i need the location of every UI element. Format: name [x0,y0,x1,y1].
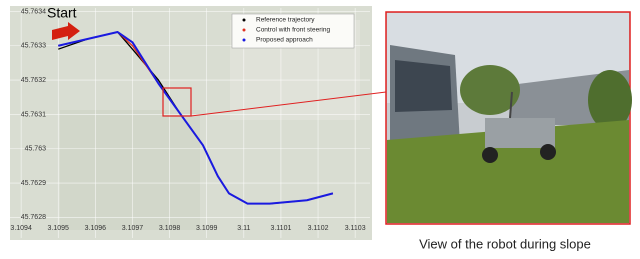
x-tick-label: 3.1102 [308,225,329,232]
x-tick-label: 3.11 [237,225,250,232]
y-tick-label: 45.763 [25,146,47,153]
y-tick-label: 45.7633 [21,43,46,50]
y-tick-label: 45.7632 [21,77,46,84]
legend-label: Reference trajectory [256,17,315,24]
y-tick-label: 45.7628 [21,214,46,221]
y-tick-label: 45.7634 [21,8,46,15]
legend-marker [243,29,246,32]
wheel [540,144,556,160]
y-tick-label: 45.7629 [21,180,46,187]
legend-label: Proposed approach [256,37,313,44]
map-block [60,110,200,230]
legend-marker [243,19,246,22]
x-tick-label: 3.1094 [10,225,32,232]
x-tick-label: 3.1101 [270,225,291,232]
figure: 45.7628 45.7629 45.763 45.7631 45.7632 45.763… [0,0,640,259]
legend: Reference trajectory Control with front s… [232,14,354,48]
y-tick-label: 45.7631 [21,111,46,118]
legend-marker [243,39,246,42]
robot [485,118,555,148]
x-tick-label: 3.1096 [85,225,107,232]
caption: View of the robot during slope [419,236,591,251]
x-tick-label: 3.1095 [48,225,70,232]
legend-label: Control with front steering [256,27,330,34]
x-tick-label: 3.1097 [122,225,144,232]
x-tick-label: 3.1103 [345,225,366,232]
x-tick-label: 3.1099 [196,225,218,232]
wheel [482,147,498,163]
photo [386,12,632,224]
windows [395,60,452,112]
annotation: Start [47,5,77,21]
x-tick-label: 3.1098 [159,225,181,232]
